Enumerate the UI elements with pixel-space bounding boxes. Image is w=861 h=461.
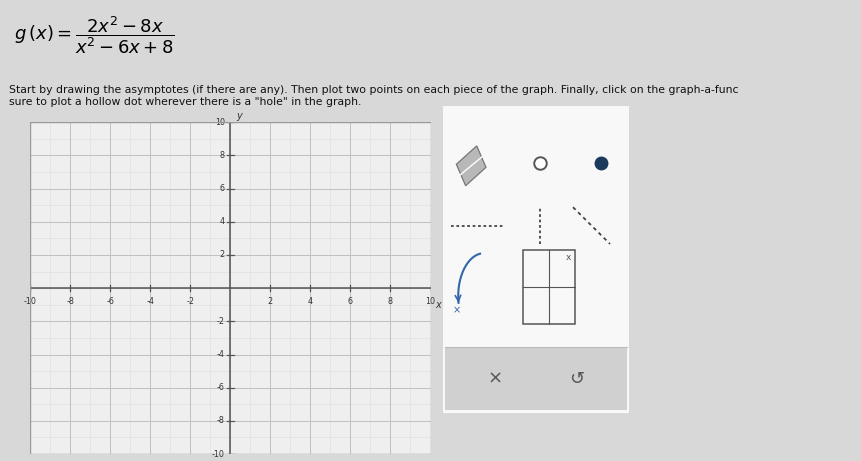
FancyBboxPatch shape <box>442 103 630 416</box>
Text: 4: 4 <box>220 217 225 226</box>
Polygon shape <box>456 146 486 186</box>
Text: ×: × <box>453 306 461 315</box>
Text: -8: -8 <box>66 297 74 306</box>
Text: -4: -4 <box>146 297 154 306</box>
Text: 4: 4 <box>308 297 313 306</box>
Text: ↺: ↺ <box>569 370 585 388</box>
Text: Start by drawing the asymptotes (if there are any). Then plot two points on each: Start by drawing the asymptotes (if ther… <box>9 85 738 107</box>
Text: -6: -6 <box>106 297 115 306</box>
Text: $g\,(x) = \dfrac{2x^2 - 8x}{x^2 - 6x + 8}$: $g\,(x) = \dfrac{2x^2 - 8x}{x^2 - 6x + 8… <box>14 14 175 56</box>
Bar <box>445 347 627 409</box>
Text: 2: 2 <box>268 297 273 306</box>
Text: -2: -2 <box>186 297 195 306</box>
Text: -2: -2 <box>217 317 225 326</box>
Text: -8: -8 <box>217 416 225 426</box>
Text: -10: -10 <box>212 449 225 459</box>
Text: -10: -10 <box>24 297 36 306</box>
Text: x: x <box>566 253 571 262</box>
Text: 2: 2 <box>220 250 225 260</box>
Bar <box>523 250 575 324</box>
Text: ×: × <box>487 370 503 388</box>
Text: x: x <box>435 300 441 310</box>
Text: 10: 10 <box>214 118 225 127</box>
Text: -4: -4 <box>217 350 225 359</box>
Text: -6: -6 <box>217 383 225 392</box>
Text: 8: 8 <box>220 151 225 160</box>
Text: 10: 10 <box>425 297 436 306</box>
Text: y: y <box>236 112 242 121</box>
Text: 6: 6 <box>348 297 353 306</box>
Text: 8: 8 <box>388 297 393 306</box>
Text: 6: 6 <box>220 184 225 193</box>
